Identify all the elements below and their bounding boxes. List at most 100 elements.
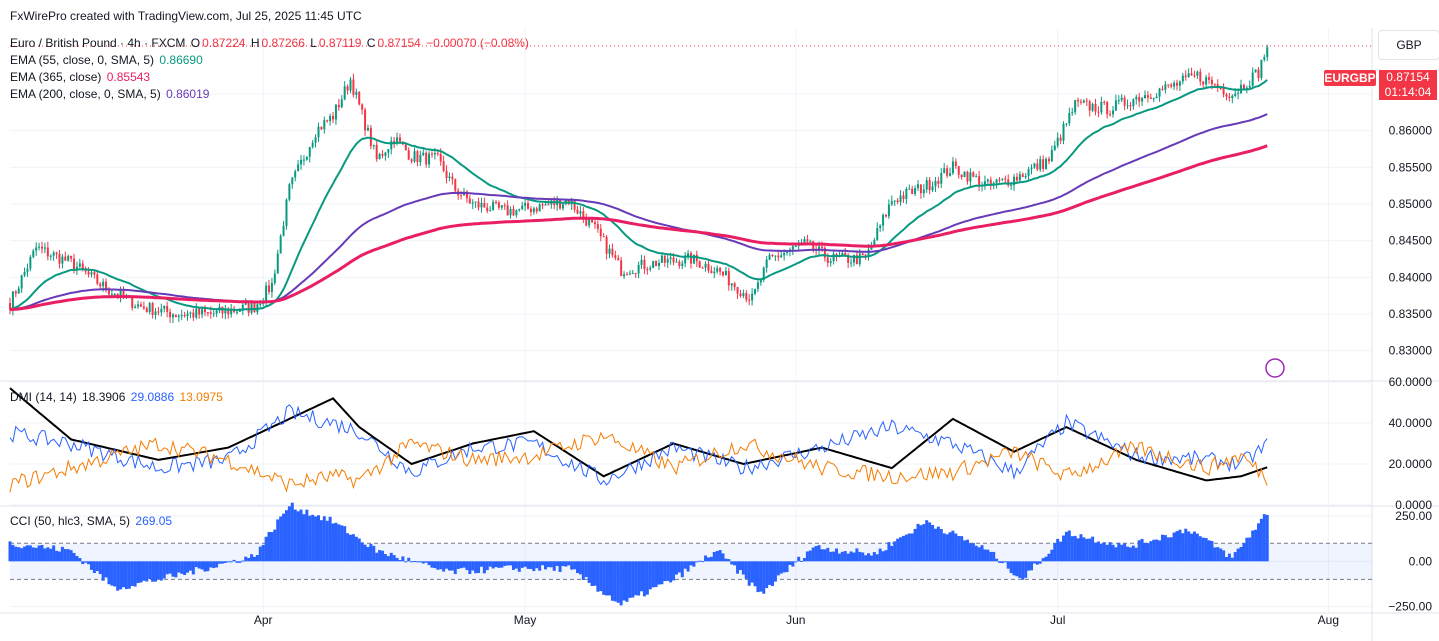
ema200-legend[interactable]: EMA (200, close, 0, SMA, 5) 0.86019 [10,87,211,101]
cci-bar [1000,561,1004,564]
candle-body [625,274,628,276]
candle-body [157,311,160,313]
candle-body [972,172,975,177]
cci-bar [983,549,987,562]
candle-body [1225,94,1228,97]
cci-bar [957,536,961,562]
cci-bar [1187,531,1191,562]
cci-bar [835,548,839,562]
cci-bar [252,556,256,562]
candle-body [759,280,762,283]
cci-bar [37,545,41,562]
candle-body [951,161,954,174]
currency-button[interactable]: GBP [1378,30,1439,60]
cci-bar [1163,535,1167,562]
cci-bar [81,561,85,565]
candle-body [998,179,1001,181]
candle-body [527,203,530,209]
candle-body [1158,88,1161,97]
candle-body [407,150,410,160]
candle-body [1237,93,1240,95]
cci-bar [509,561,513,566]
cci-bar [43,548,47,562]
candle-body [332,115,335,120]
cci-bar [52,545,56,562]
candle-body [637,264,640,274]
cci-bar [1198,536,1202,562]
candle-body [905,188,908,199]
cci-bar [1047,553,1051,562]
cci-bar [72,552,76,562]
candle-body [1123,97,1126,106]
candle-body [1097,111,1100,113]
cci-bar [218,561,222,564]
candle-body [375,144,378,160]
cci-bar [587,561,591,583]
cci-bar [945,534,949,562]
cci-bar [567,561,571,566]
cci-bar [273,529,277,562]
cci-bar [255,555,259,562]
candle-body [1106,102,1109,115]
cci-bar [1262,514,1266,562]
ema365-legend[interactable]: EMA (365, close) 0.85543 [10,70,152,84]
candle-body [206,312,209,314]
cci-legend[interactable]: CCI (50, hlc3, SMA, 5) 269.05 [10,514,174,528]
cci-bar [482,561,486,574]
candle-body [1088,101,1091,111]
ema55-legend[interactable]: EMA (55, close, 0, SMA, 5) 0.86690 [10,53,205,67]
candle-body [611,248,614,256]
candle-body [474,201,477,203]
cci-bar [334,522,338,562]
cci-label: CCI (50, hlc3, SMA, 5) [10,514,131,528]
cci-bar [776,561,780,576]
cci-bar [738,561,742,571]
cci-bar [162,561,166,579]
candle-body [1155,96,1158,99]
candle-body [270,282,273,293]
cci-bar [1059,541,1063,562]
cci-bar [922,524,926,562]
cci-bar [28,545,32,562]
cci-bar [875,554,879,562]
candle-body [413,151,416,162]
candle-body [797,245,800,247]
candle-body [710,270,713,274]
price-tag: 0.87154 01:14:04 [1379,70,1437,100]
candle-body [430,153,433,155]
candle-body [102,281,105,287]
dmi-legend[interactable]: DMI (14, 14) 18.3906 29.0886 13.0975 [10,390,225,404]
candle-body [739,293,742,297]
cci-bar [305,509,309,562]
cci-bar [1265,514,1269,562]
candle-body [381,153,384,156]
cci-bar [287,506,291,562]
candle-body [23,272,26,276]
candle-body [1059,137,1062,141]
cci-bar [724,558,728,562]
cci-bar [552,561,556,571]
cci-bar [410,561,414,563]
candle-body [387,149,390,153]
cci-bar [20,548,24,562]
cci-bar [1248,537,1252,562]
cci-bar [439,561,443,570]
candle-body [1178,81,1181,86]
cci-bar [311,514,315,562]
cci-bar [634,561,638,596]
cci-bar [619,561,623,606]
cci-bar [66,549,70,562]
candle-body [448,176,451,178]
candle-body [73,258,76,270]
cci-bar [366,547,370,562]
cci-bar [491,561,495,569]
cci-bar [337,524,341,562]
cci-bar [648,561,652,590]
candle-body [265,285,268,302]
cci-bar [375,552,379,562]
dmi-y-tick-label: 40.0000 [1389,416,1433,430]
candle-body [224,308,227,314]
candle-body [503,205,506,207]
cci-bar [814,546,818,562]
